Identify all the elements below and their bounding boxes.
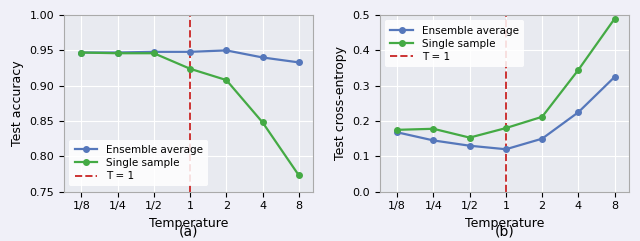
- Text: (b): (b): [495, 225, 515, 239]
- X-axis label: Temperature: Temperature: [465, 217, 544, 230]
- Ensemble average: [466, 144, 474, 147]
- Single sample: [611, 17, 618, 20]
- Ensemble average: [502, 148, 509, 151]
- Single sample: [502, 127, 509, 129]
- Ensemble average: [223, 49, 230, 52]
- Single sample: [429, 127, 437, 130]
- Single sample: [114, 52, 122, 55]
- Single sample: [575, 68, 582, 71]
- X-axis label: Temperature: Temperature: [149, 217, 228, 230]
- Single sample: [538, 115, 546, 118]
- Single sample: [259, 121, 266, 124]
- Line: Single sample: Single sample: [79, 50, 301, 178]
- Legend: Ensemble average, Single sample, T = 1: Ensemble average, Single sample, T = 1: [69, 140, 208, 186]
- Text: (a): (a): [179, 225, 198, 239]
- Ensemble average: [150, 50, 157, 53]
- Ensemble average: [259, 56, 266, 59]
- Legend: Ensemble average, Single sample, T = 1: Ensemble average, Single sample, T = 1: [385, 20, 524, 67]
- Single sample: [77, 51, 85, 54]
- Single sample: [466, 136, 474, 139]
- Line: Ensemble average: Ensemble average: [79, 48, 301, 65]
- Ensemble average: [186, 50, 194, 53]
- Single sample: [186, 67, 194, 70]
- Ensemble average: [429, 139, 437, 142]
- Y-axis label: Test cross-entropy: Test cross-entropy: [334, 46, 347, 160]
- Single sample: [295, 174, 303, 177]
- Ensemble average: [575, 111, 582, 114]
- Ensemble average: [538, 137, 546, 140]
- Ensemble average: [77, 51, 85, 54]
- Ensemble average: [295, 61, 303, 64]
- Single sample: [223, 79, 230, 81]
- Y-axis label: Test accuracy: Test accuracy: [11, 60, 24, 146]
- Ensemble average: [114, 51, 122, 54]
- Ensemble average: [611, 75, 618, 78]
- Line: Single sample: Single sample: [394, 16, 618, 140]
- Single sample: [394, 128, 401, 131]
- Ensemble average: [394, 131, 401, 134]
- Single sample: [150, 52, 157, 55]
- Line: Ensemble average: Ensemble average: [394, 74, 618, 152]
